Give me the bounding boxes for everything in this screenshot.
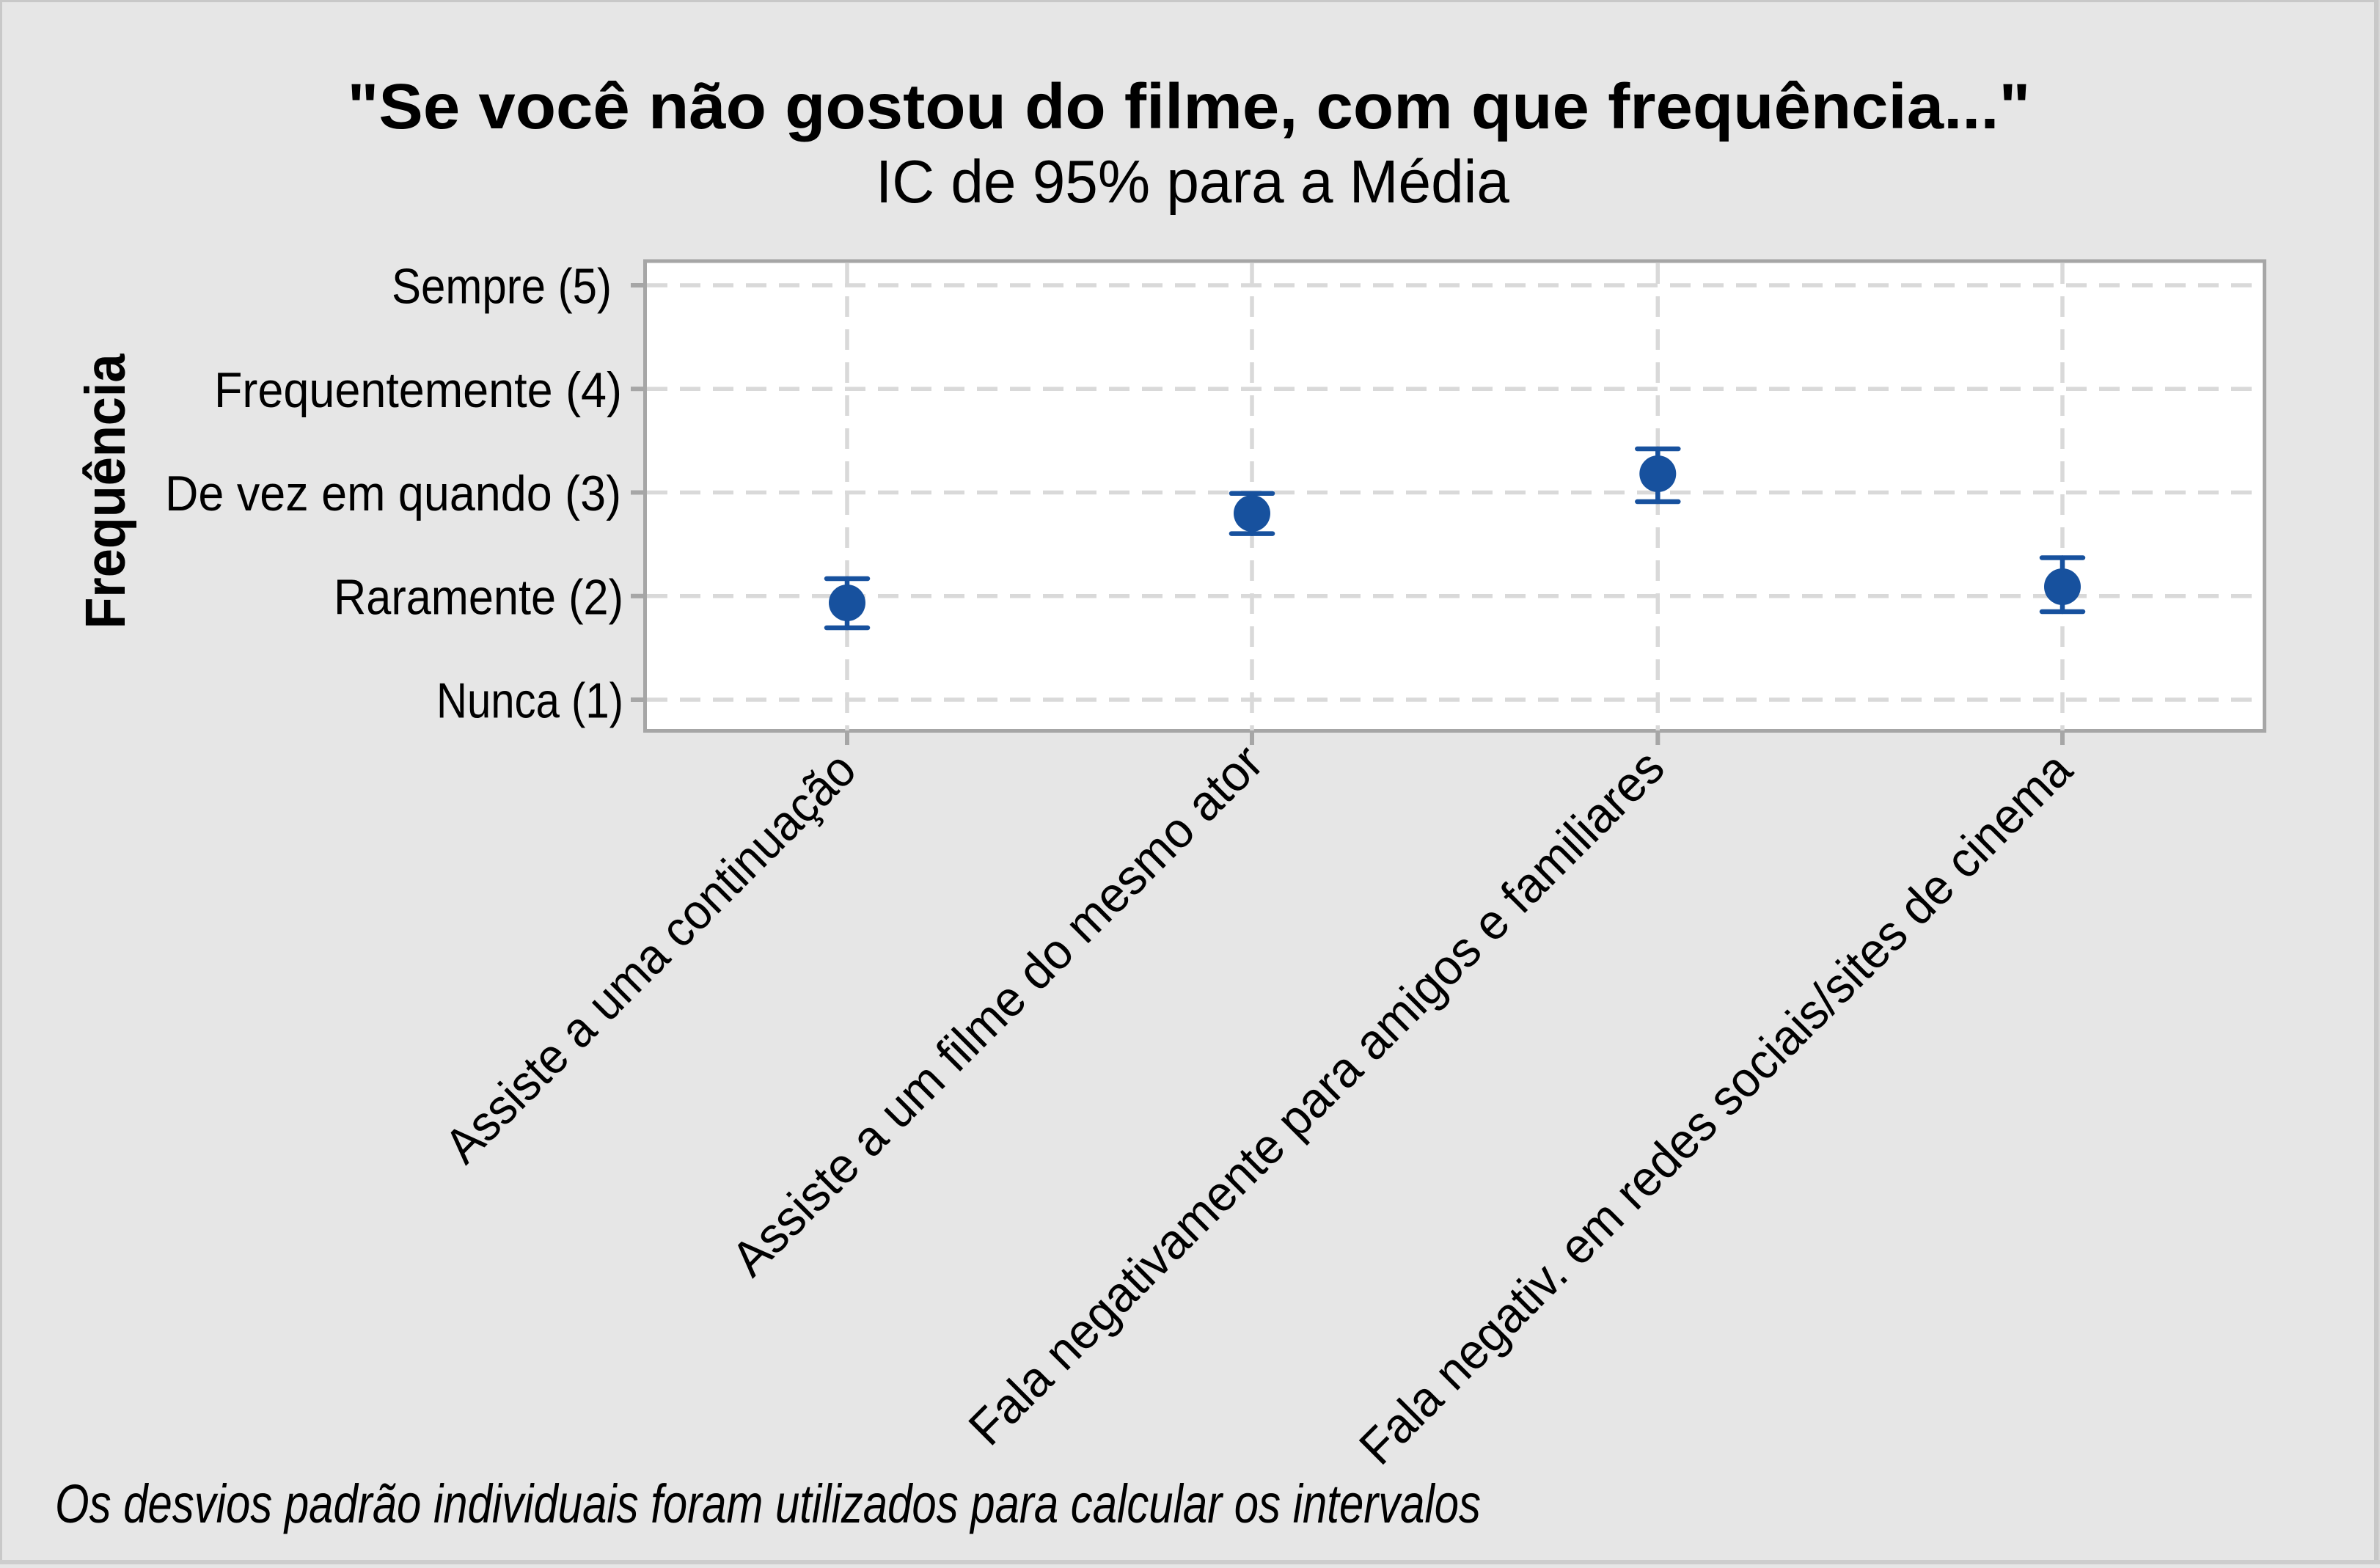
svg-text:De vez em quando (3): De vez em quando (3) — [165, 466, 621, 521]
svg-text:Os desvios padrão individuais: Os desvios padrão individuais foram util… — [55, 1473, 1481, 1534]
svg-text:Frequência: Frequência — [74, 353, 137, 629]
svg-text:Nunca (1): Nunca (1) — [436, 673, 623, 729]
svg-text:Frequentemente (4): Frequentemente (4) — [214, 362, 622, 418]
svg-text:Sempre (5): Sempre (5) — [392, 259, 612, 315]
svg-text:"Se você não gostou do filme,: "Se você não gostou do filme, com que fr… — [348, 71, 2031, 142]
svg-text:Raramente (2): Raramente (2) — [334, 570, 623, 626]
svg-text:IC de 95% para a Média: IC de 95% para a Média — [876, 147, 1510, 216]
